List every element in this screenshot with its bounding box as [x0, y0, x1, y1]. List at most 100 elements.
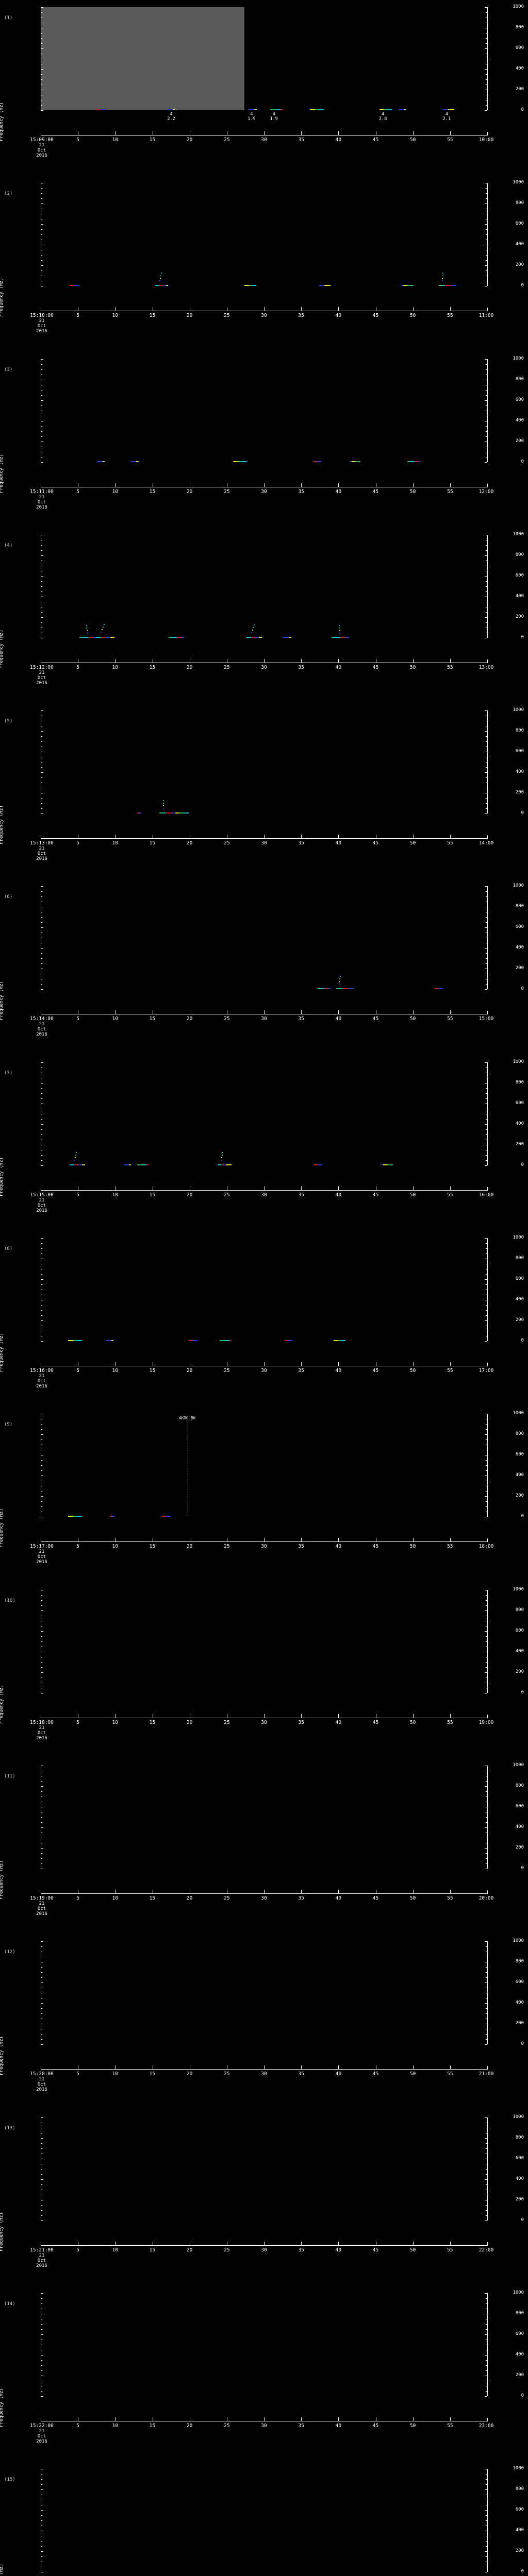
x-tick-label: 50: [409, 1895, 416, 1901]
y-tick-mark-right: [485, 7, 487, 8]
y-tick-minor: [41, 2034, 42, 2035]
event-magnitude-label: 4 1.9: [270, 112, 278, 122]
y-tick-minor-right: [486, 808, 487, 809]
y-tick-minor: [41, 798, 42, 799]
x-tick-mark: [412, 1714, 414, 1718]
x-tick-label: 20: [186, 1192, 193, 1198]
x-tick-label: 55: [447, 1544, 453, 1550]
marker-segment: [317, 988, 320, 990]
x-axis-end-label: 18:00: [478, 1544, 494, 1550]
y-tick-label: 400: [515, 2528, 524, 2533]
y-tick-minor: [41, 234, 42, 235]
y-tick-mark: [41, 2044, 43, 2045]
x-tick-mark: [338, 835, 339, 839]
y-tick-minor: [41, 1439, 42, 1440]
y-tick-minor-right: [486, 1491, 487, 1492]
x-tick-mark: [264, 2241, 265, 2245]
event-marker: [188, 1340, 202, 1342]
y-tick-label: 600: [515, 1803, 524, 1809]
y-tick-minor-right: [486, 1641, 487, 1642]
y-tick-label: 600: [515, 397, 524, 402]
y-tick-mark-right: [485, 1786, 487, 1787]
x-tick-label: 5: [76, 2422, 80, 2429]
x-tick-mark: [450, 307, 451, 311]
y-axis-label-text: Frequency (Hz): [0, 2387, 4, 2427]
right-axis-spine: [487, 1062, 488, 1165]
y-tick-minor: [41, 984, 42, 985]
y-tick-label: 200: [515, 614, 524, 619]
x-axis-line: [41, 1541, 487, 1543]
y-tick-minor-right: [486, 2008, 487, 2009]
y-tick-label: 800: [515, 1783, 524, 1788]
marker-segment: [276, 109, 281, 110]
right-axis-spine: [487, 2293, 488, 2396]
x-tick-label: 35: [298, 2422, 304, 2429]
y-tick-minor: [41, 1822, 42, 1823]
y-tick-minor: [41, 405, 42, 406]
right-axis-spine: [487, 1941, 488, 2045]
x-tick-label: 25: [224, 2247, 230, 2253]
y-tick-minor-right: [486, 1284, 487, 1285]
y-tick-minor-right: [486, 2329, 487, 2330]
marker-segment: [185, 812, 189, 814]
y-axis-label: Frequency (Hz): [0, 1470, 4, 1548]
y-tick-label: 1000: [513, 1762, 524, 1768]
x-tick-mark: [264, 1538, 265, 1542]
y-tick-minor-right: [486, 1429, 487, 1430]
y-tick-mark-right: [485, 1238, 487, 1239]
y-axis-label: Frequency (Hz): [0, 2349, 4, 2427]
y-tick-label: 0: [521, 810, 524, 816]
y-axis-label: Frequency (Hz): [0, 415, 4, 493]
marker-segment: [233, 461, 239, 462]
y-axis-label-text: Frequency (Hz): [0, 278, 4, 317]
x-tick-label: 40: [335, 1544, 342, 1550]
y-axis-label-text: Frequency (Hz): [0, 2564, 4, 2576]
marker-segment: [451, 285, 456, 286]
x-tick-label: 45: [372, 2247, 379, 2253]
x-tick-label: 45: [372, 1016, 379, 1022]
y-tick-label: 0: [521, 107, 524, 112]
y-tick-minor: [41, 963, 42, 964]
y-tick-label: 1000: [513, 1938, 524, 1944]
event-marker: [155, 285, 169, 286]
x-tick-mark: [412, 835, 414, 839]
marker-segment: [448, 109, 455, 110]
y-tick-label: 0: [521, 1865, 524, 1871]
y-tick-minor: [41, 1315, 42, 1316]
right-axis-spine: [487, 2469, 488, 2572]
marker-segment: [339, 988, 342, 990]
event-blip: [339, 976, 341, 977]
x-tick-mark: [301, 835, 302, 839]
x-tick-label: 10: [112, 2422, 119, 2429]
y-tick-label: 0: [521, 1338, 524, 1344]
plot-area-9: [41, 1414, 487, 1517]
y-tick-label: 600: [515, 1276, 524, 1282]
y-tick-minor-right: [486, 395, 487, 396]
x-tick-label: 30: [261, 2247, 267, 2253]
y-tick-minor: [41, 1118, 42, 1120]
marker-segment: [101, 636, 106, 638]
event-marker: [137, 1164, 151, 1165]
marker-segment: [180, 636, 184, 638]
marker-segment: [78, 1164, 82, 1165]
y-tick-minor: [41, 2298, 42, 2299]
y-tick-label: 600: [515, 749, 524, 754]
x-tick-label: 55: [447, 1368, 453, 1374]
y-tick-label: 200: [515, 1669, 524, 1674]
event-blip: [162, 808, 164, 809]
event-blip: [75, 1154, 76, 1156]
x-tick-label: 20: [186, 1016, 193, 1022]
marker-segment: [95, 636, 101, 638]
y-axis-label: Frequency (Hz): [0, 1118, 4, 1196]
y-tick-minor-right: [486, 1129, 487, 1130]
y-tick-minor-right: [486, 1093, 487, 1094]
marker-segment: [314, 1164, 318, 1165]
y-tick-mark: [41, 2003, 43, 2004]
marker-segment: [168, 109, 173, 110]
event-marker: [331, 636, 349, 638]
x-tick-label: 15: [149, 1719, 156, 1725]
y-tick-mark: [41, 1124, 43, 1125]
y-tick-minor-right: [486, 1972, 487, 1973]
y-tick-mark: [41, 710, 43, 711]
x-tick-label: 30: [261, 2071, 267, 2077]
